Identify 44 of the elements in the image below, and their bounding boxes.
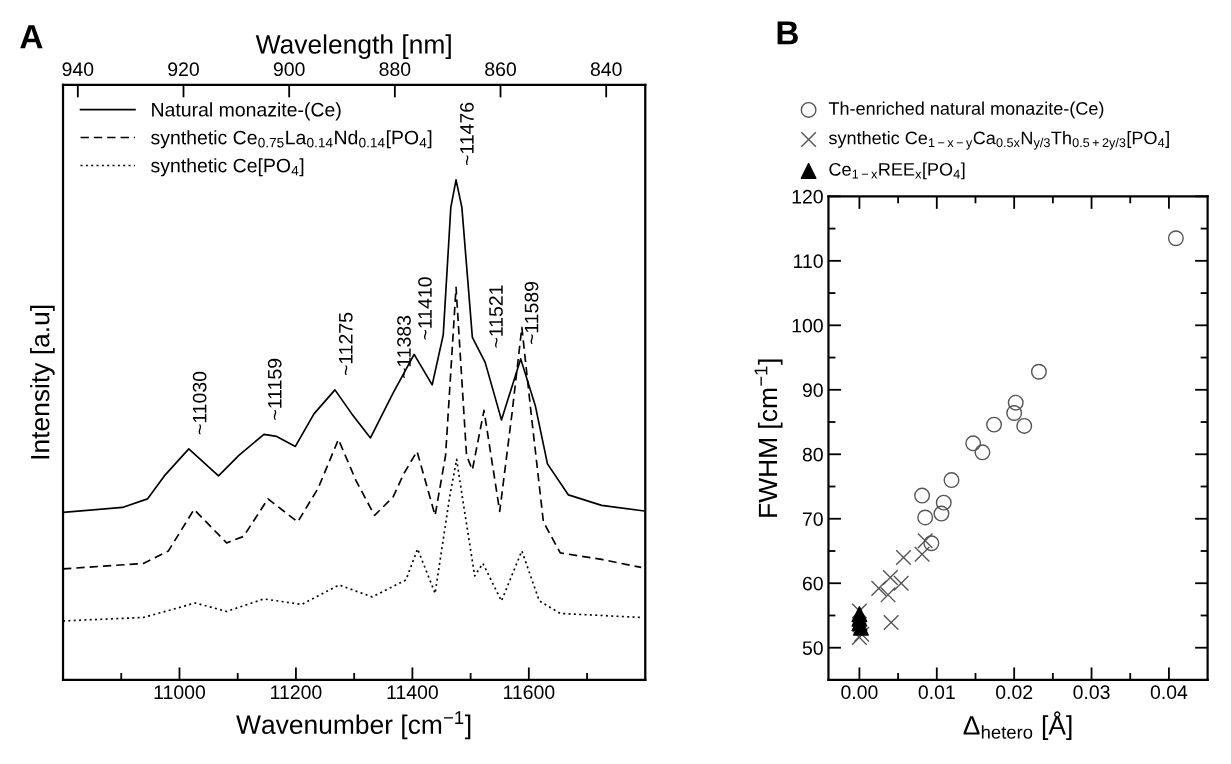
x2-axis-title: Wavelength [nm] — [255, 34, 451, 59]
x2-tick-label: 860 — [485, 62, 516, 77]
y-tick-label: 60 — [802, 576, 823, 591]
x2-tick-label: 900 — [273, 62, 305, 77]
legend-label: Natural monazite-(Ce) — [152, 102, 341, 121]
x-tick-label: 0.04 — [1150, 685, 1188, 700]
x-tick-label: 0.00 — [841, 685, 878, 700]
y-tick-label: 120 — [792, 189, 823, 204]
x-tick-label: 0.02 — [996, 685, 1033, 700]
y-tick-label: 110 — [794, 254, 823, 269]
x-tick-label: 0.01 — [918, 685, 955, 700]
y-tick-label: 90 — [802, 383, 823, 398]
y-tick-label: 50 — [802, 641, 823, 655]
x2-tick-label: 880 — [379, 62, 411, 77]
text: synthetic Ce$_{0.75}$La$_{0.14}$Nd$_{0.14}$[PO$_{4}$] — [151, 130, 432, 149]
y-tick-label: 100 — [792, 318, 823, 333]
x-axis-title: Wavenumber [cm$^{−1}$] — [236, 711, 471, 740]
annotation: ~11521 — [489, 285, 503, 348]
x2-tick-label: 920 — [168, 62, 199, 77]
text: synthetic Ce$_{1−x−y}$Ca$_{0.5x}$N$_{y/3}$Th$_{0.5+2y/3}$[PO$_{4}$] — [828, 131, 1169, 150]
x-tick-label: 0.03 — [1073, 685, 1110, 700]
x-tick-label: 11400 — [387, 685, 438, 700]
y-tick-label: 70 — [802, 512, 823, 526]
annotation: ~11275 — [338, 312, 353, 376]
y-axis-title: FWHM [cm$^{−1}$] — [754, 359, 783, 517]
x2-tick-label: 840 — [590, 62, 622, 77]
y-tick-label: 80 — [802, 447, 823, 462]
x-tick-label: 11200 — [271, 685, 322, 700]
legend-label: synthetic Ce[PO$_{4}$] — [151, 158, 304, 177]
legend-label: Ce$_{1−x}$REE$_{x}$[PO$_{4}$] — [829, 162, 965, 180]
x-axis-title: Δ$_{hetero}$ [Å] — [963, 711, 1072, 740]
chart-title: B — [777, 21, 798, 45]
x-tick-label: 11000 — [154, 685, 206, 700]
annotation: ~11589 — [524, 281, 539, 345]
annotation: ~11383 — [397, 315, 411, 379]
legend-label: Th-enriched natural monazite-(Ce) — [828, 101, 1104, 119]
annotation: ~11030 — [192, 371, 207, 435]
annotation: ~11159 — [267, 358, 282, 420]
annotation: ~11476 — [460, 102, 474, 166]
x-tick-label: 11600 — [504, 685, 555, 700]
chart-title: A — [20, 25, 43, 49]
annotation: ~11410 — [418, 277, 432, 340]
x2-tick-label: 940 — [62, 62, 94, 77]
y-axis-title: Intensity [a.u] — [30, 305, 55, 459]
